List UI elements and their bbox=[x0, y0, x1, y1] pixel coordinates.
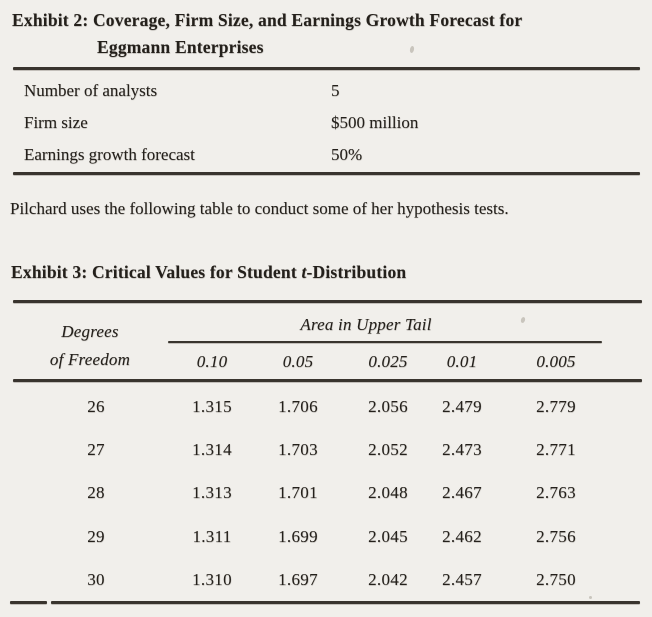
df-cell: 26 bbox=[87, 397, 105, 416]
value-cell: 2.056 bbox=[368, 397, 408, 416]
exhibit2-table-top-rule bbox=[13, 67, 640, 70]
exhibit3-table-top-rule bbox=[13, 300, 642, 303]
exhibit3-row-header-line1: Degrees bbox=[61, 322, 119, 341]
value-cell: 1.697 bbox=[278, 570, 318, 589]
column-header: 0.05 bbox=[282, 352, 314, 371]
value-cell: 2.750 bbox=[536, 570, 576, 589]
value-cell: 2.457 bbox=[442, 570, 482, 589]
exhibit3-header-separator-rule bbox=[13, 379, 642, 382]
exhibit2-row-value: 5 bbox=[331, 81, 340, 100]
value-cell: 2.462 bbox=[442, 527, 482, 546]
df-cell: 28 bbox=[87, 483, 105, 502]
value-cell: 2.779 bbox=[536, 397, 576, 416]
value-cell: 2.479 bbox=[442, 397, 482, 416]
exhibit2-row-label: Earnings growth forecast bbox=[24, 145, 195, 164]
exhibit2-heading-line2: Eggmann Enterprises bbox=[97, 37, 264, 57]
body-paragraph: Pilchard uses the following table to con… bbox=[10, 199, 509, 218]
column-header: 0.10 bbox=[196, 352, 228, 371]
value-cell: 1.315 bbox=[192, 397, 232, 416]
exhibit3-heading-t-italic: t bbox=[301, 262, 307, 282]
value-cell: 2.045 bbox=[368, 527, 408, 546]
exhibit3-row-header-line2: of Freedom bbox=[49, 350, 131, 369]
df-cell: 30 bbox=[87, 570, 105, 589]
value-cell: 1.310 bbox=[192, 570, 232, 589]
exhibit2-table-bottom-rule bbox=[13, 172, 640, 175]
value-cell: 2.771 bbox=[536, 440, 576, 459]
exhibit2-heading-line1: Exhibit 2: Coverage, Firm Size, and Earn… bbox=[12, 10, 523, 30]
scan-artifact bbox=[409, 45, 415, 54]
value-cell: 1.311 bbox=[192, 527, 232, 546]
exhibit2-row-label: Number of analysts bbox=[24, 81, 158, 100]
exhibit2-row-value: $500 million bbox=[331, 113, 419, 132]
value-cell: 2.473 bbox=[442, 440, 482, 459]
column-header: 0.01 bbox=[446, 352, 478, 371]
value-cell: 2.048 bbox=[368, 483, 408, 502]
column-header: 0.025 bbox=[368, 352, 408, 371]
value-cell: 1.706 bbox=[278, 397, 318, 416]
value-cell: 2.042 bbox=[368, 570, 408, 589]
value-cell: 1.699 bbox=[278, 527, 318, 546]
exhibit3-column-group-header: Area in Upper Tail bbox=[300, 315, 432, 334]
exhibit2-row-label: Firm size bbox=[24, 113, 88, 132]
exhibit3-table-bottom-rule-segment bbox=[10, 601, 47, 604]
value-cell: 1.313 bbox=[192, 483, 232, 502]
value-cell: 2.467 bbox=[442, 483, 482, 502]
value-cell: 1.314 bbox=[192, 440, 232, 459]
value-cell: 2.052 bbox=[368, 440, 408, 459]
value-cell: 1.703 bbox=[278, 440, 318, 459]
value-cell: 1.701 bbox=[278, 483, 318, 502]
exhibit3-heading-post: -Distribution bbox=[306, 262, 407, 282]
exhibit3-heading: Exhibit 3: Critical Values for Student t… bbox=[11, 261, 406, 283]
df-cell: 29 bbox=[87, 527, 105, 546]
value-cell: 2.763 bbox=[536, 483, 576, 502]
exhibit3-table-bottom-rule bbox=[51, 601, 640, 604]
value-cell: 2.756 bbox=[536, 527, 576, 546]
exhibit3-heading-pre: Exhibit 3: Critical Values for Student bbox=[11, 262, 302, 282]
exhibit2-row-value: 50% bbox=[331, 145, 363, 164]
scan-artifact bbox=[589, 596, 592, 599]
column-header: 0.005 bbox=[536, 352, 576, 371]
df-cell: 27 bbox=[87, 440, 105, 459]
exhibit3-column-group-underline bbox=[168, 341, 602, 343]
